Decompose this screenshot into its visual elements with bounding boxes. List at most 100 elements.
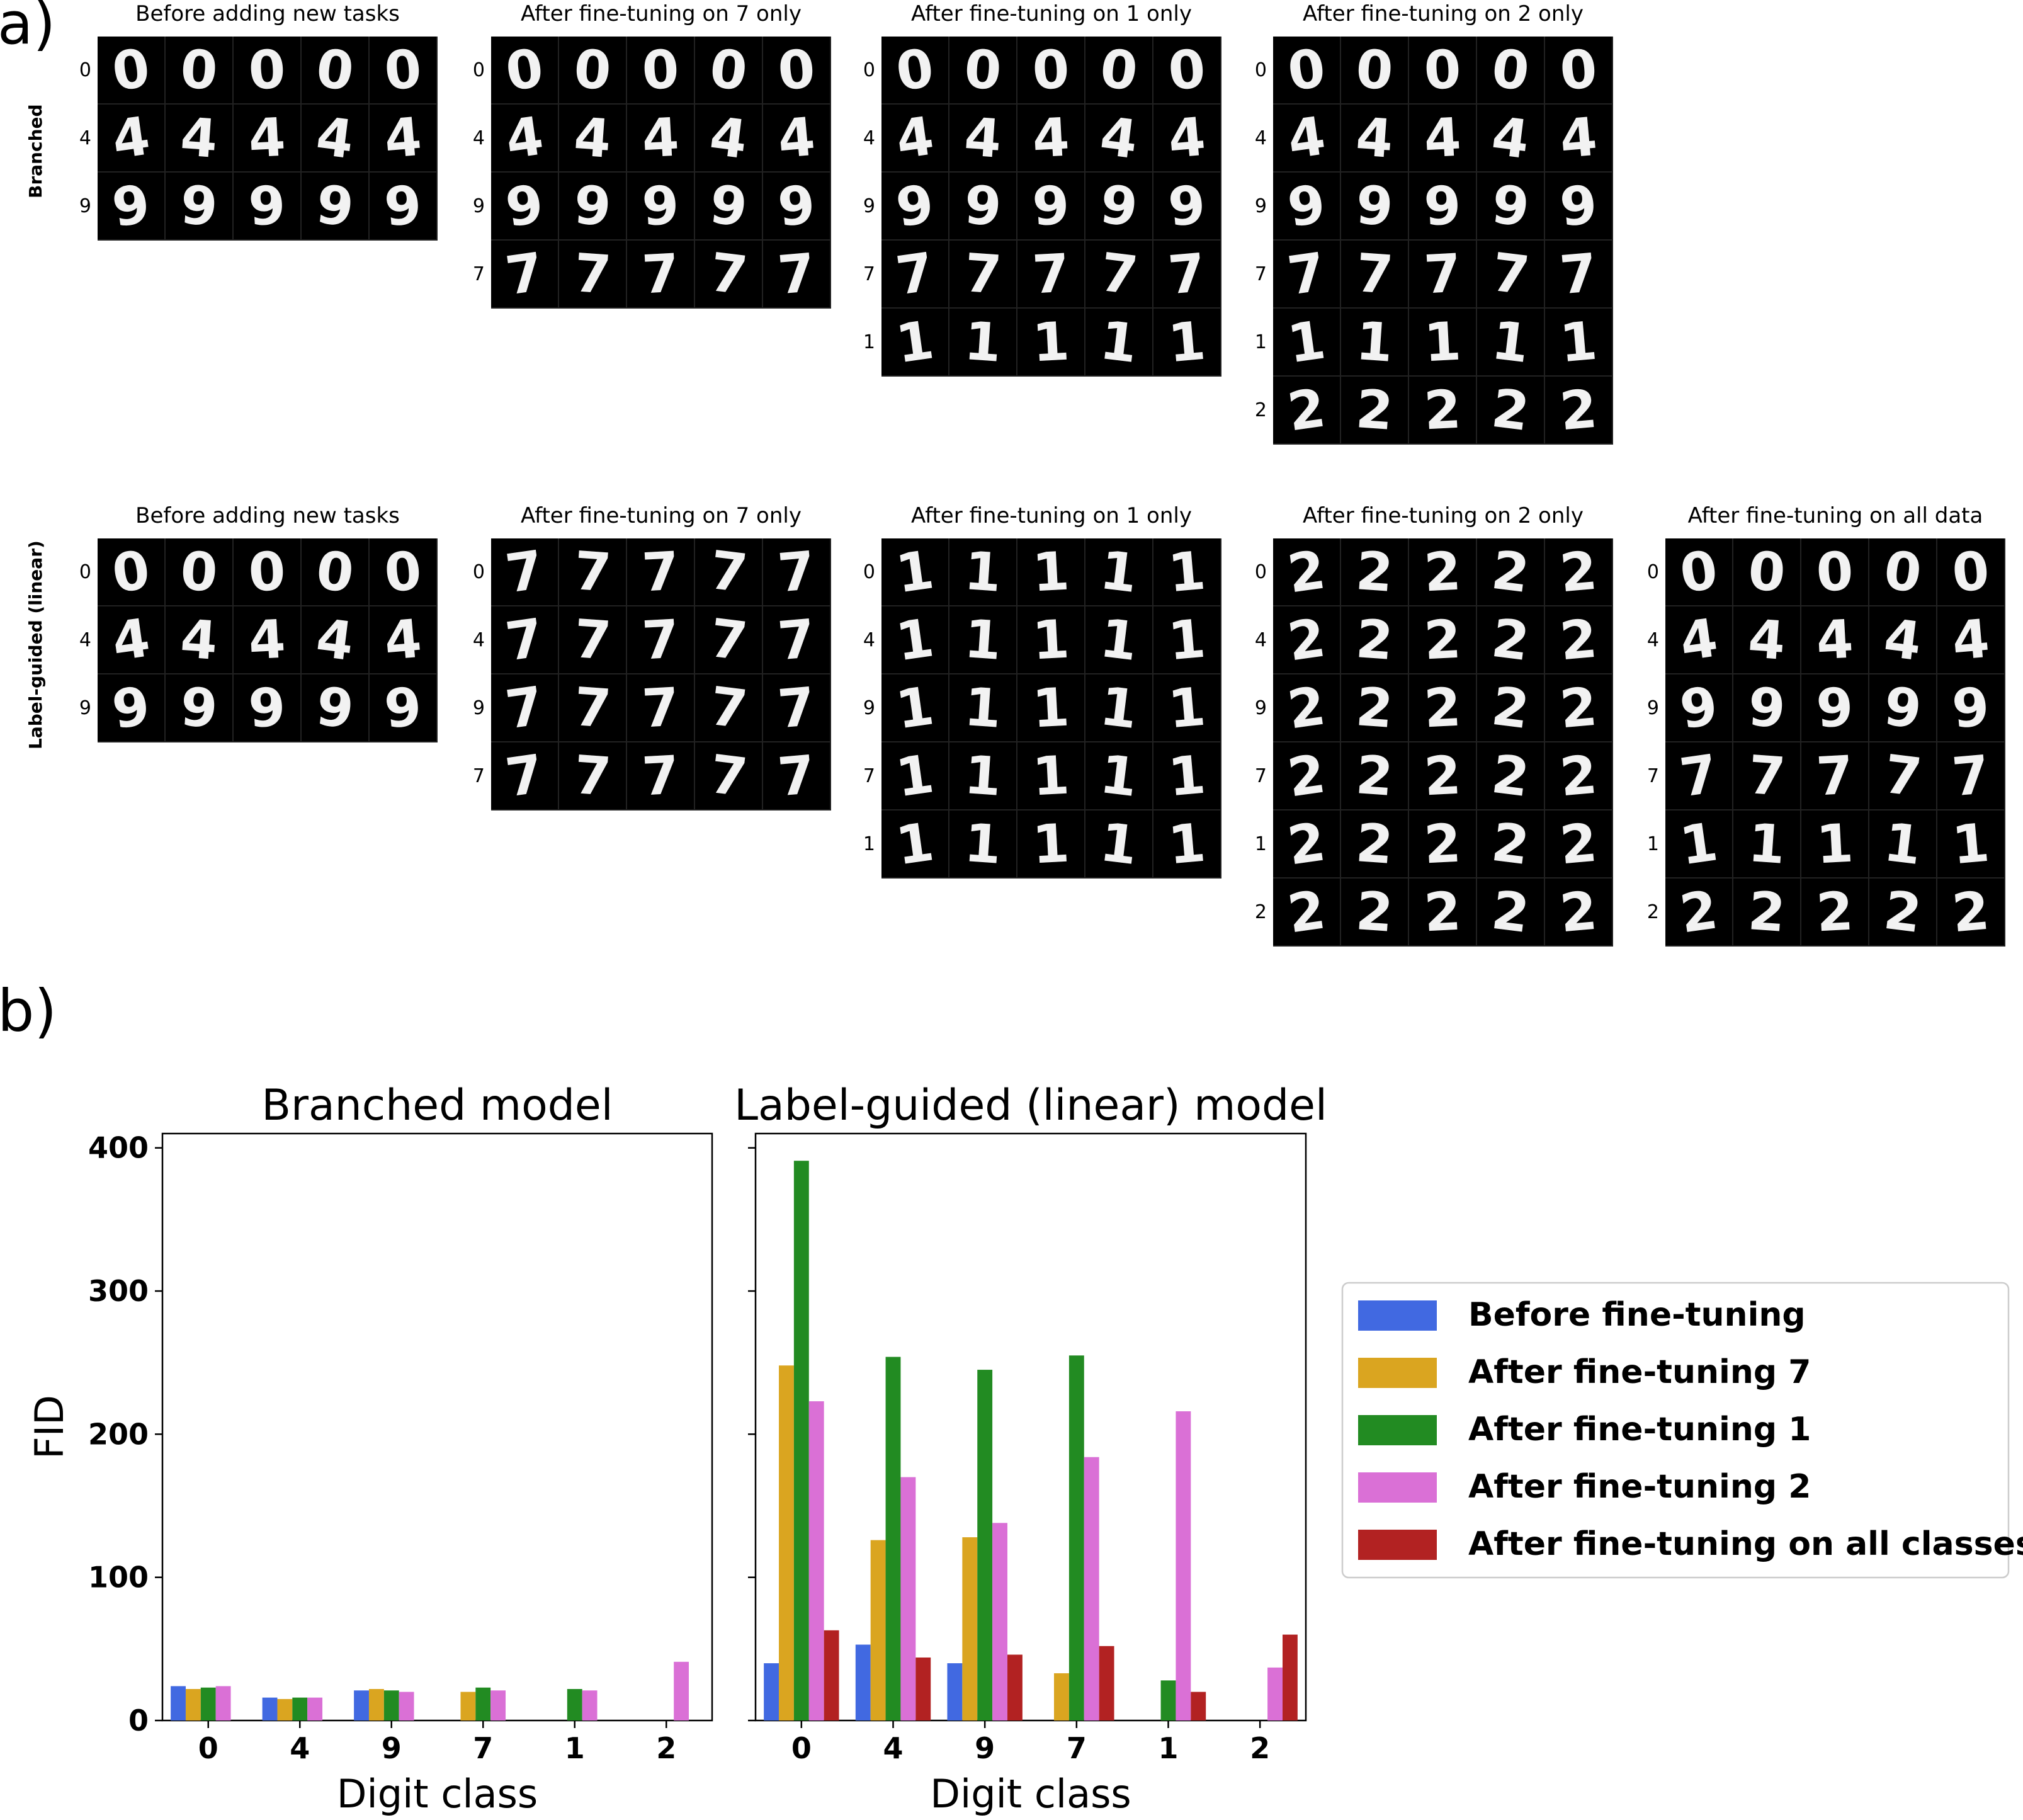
grid-row-digit-label: 9 [1646, 697, 1659, 719]
bar [1054, 1673, 1069, 1720]
generated-digit-sample: 4 [491, 105, 559, 173]
generated-digit-sample: 2 [1341, 674, 1409, 742]
generated-digit-sample: 0 [559, 37, 627, 105]
generated-digit-sample: 4 [166, 606, 234, 674]
grid-row-digit-label: 7 [863, 765, 875, 787]
bar [1176, 1411, 1191, 1720]
bar [582, 1690, 598, 1720]
grid-row-digit-label: 9 [1254, 697, 1267, 719]
generated-digit-sample: 2 [1477, 606, 1545, 674]
generated-digit-sample: 9 [98, 173, 166, 241]
bar [1160, 1680, 1176, 1720]
grid-row-digit-label: 4 [79, 127, 91, 149]
x-tick-label: 1 [565, 1731, 585, 1765]
generated-digit-sample: 7 [1085, 241, 1153, 309]
generated-digit-sample: 4 [370, 606, 438, 674]
grid-row-digit-label: 4 [79, 629, 91, 651]
grid-row-digit-label: 4 [472, 629, 485, 651]
generated-digit-sample: 0 [234, 538, 302, 606]
generated-digit-sample: 1 [1017, 309, 1085, 377]
generated-digit-sample: 0 [695, 37, 763, 105]
generated-digit-sample: 2 [1733, 879, 1801, 947]
generated-digit-sample: 7 [627, 241, 695, 309]
generated-digit-sample: 9 [1665, 674, 1733, 742]
generated-digit-sample: 1 [949, 742, 1017, 810]
bar [900, 1477, 916, 1720]
generated-digit-sample: 1 [881, 810, 949, 879]
generated-digit-sample: 1 [1085, 538, 1153, 606]
generated-digit-sample: 9 [1733, 674, 1801, 742]
generated-digit-sample: 1 [949, 309, 1017, 377]
generated-digit-sample: 9 [881, 173, 949, 241]
bar [779, 1365, 794, 1720]
x-tick-label: 1 [1158, 1731, 1178, 1765]
generated-digit-sample: 7 [763, 606, 831, 674]
sample-grid-title: After fine-tuning on 7 only [521, 1, 802, 26]
bar [915, 1657, 931, 1720]
generated-digit-sample: 7 [559, 538, 627, 606]
generated-digit-sample: 1 [949, 538, 1017, 606]
generated-digit-sample: 7 [559, 241, 627, 309]
generated-digit-sample: 7 [559, 742, 627, 810]
generated-digit-sample: 1 [1341, 309, 1409, 377]
generated-digit-sample: 9 [234, 173, 302, 241]
sample-grid: After fine-tuning on 7 only 7 7 7 7 7 7 7 7 7 7 7 7 7… [466, 501, 831, 810]
generated-digit-sample: 4 [1085, 105, 1153, 173]
generated-digit-sample: 2 [1341, 377, 1409, 445]
generated-digit-sample: 7 [1409, 241, 1477, 309]
generated-digit-sample: 1 [1409, 309, 1477, 377]
grid-row-digit-label: 4 [1254, 629, 1267, 651]
generated-digit-sample: 0 [234, 37, 302, 105]
grid-row-digit-label: 1 [1646, 833, 1659, 855]
generated-digit-sample: 2 [1477, 742, 1545, 810]
generated-digit-sample: 7 [695, 742, 763, 810]
generated-digit-sample: 7 [1153, 241, 1221, 309]
generated-digit-sample: 7 [695, 538, 763, 606]
generated-digit-sample: 0 [1869, 538, 1937, 606]
sample-grid: Before adding new tasks 0 0 0 0 0 4 4 4 4 4 9 9 9 9 9 0 4… [72, 0, 438, 241]
sample-grid-title: After fine-tuning on 2 only [1303, 1, 1584, 26]
generated-digit-sample: 2 [1341, 742, 1409, 810]
generated-digit-sample: 9 [491, 173, 559, 241]
plot-frame [754, 1132, 1307, 1722]
grid-row-digit-label: 2 [1646, 901, 1659, 923]
generated-digit-sample: 2 [1545, 377, 1613, 445]
bar [674, 1661, 689, 1720]
sample-grid-title: After fine-tuning on 2 only [1303, 503, 1584, 528]
grid-row-digit-label: 4 [1254, 127, 1267, 149]
generated-digit-sample: 0 [627, 37, 695, 105]
x-tick-label: 2 [656, 1731, 676, 1765]
generated-digit-sample: 2 [1273, 674, 1341, 742]
generated-digit-sample: 4 [1477, 105, 1545, 173]
generated-digit-sample: 4 [1017, 105, 1085, 173]
generated-digit-sample: 1 [1017, 606, 1085, 674]
grid-row-digit-label: 7 [1646, 765, 1659, 787]
grid-row-digit-label: 1 [863, 833, 875, 855]
legend-label: After fine-tuning 2 [1468, 1468, 1811, 1506]
bar [383, 1690, 399, 1720]
bar [1267, 1667, 1283, 1720]
generated-digit-sample: 2 [1273, 742, 1341, 810]
generated-digit-sample: 9 [370, 674, 438, 742]
sample-grid-title: After fine-tuning on 1 only [911, 503, 1192, 528]
panel-a-label: a) [0, 0, 56, 57]
generated-digit-sample: 7 [695, 241, 763, 309]
generated-digit-sample: 1 [881, 742, 949, 810]
sample-grid: After fine-tuning on 7 only 0 0 0 0 0 4 4 4 4 4 9 9 9… [466, 0, 831, 309]
generated-digit-sample: 1 [1017, 742, 1085, 810]
generated-digit-sample: 2 [1409, 674, 1477, 742]
generated-digit-sample: 9 [370, 173, 438, 241]
legend-swatch [1358, 1300, 1437, 1331]
generated-digit-sample: 7 [1017, 241, 1085, 309]
sample-grid-title: After fine-tuning on all data [1687, 503, 1983, 528]
grid-row-digit-label: 7 [863, 263, 875, 285]
generated-digit-sample: 4 [627, 105, 695, 173]
generated-digit-sample: 2 [1273, 377, 1341, 445]
bar [1084, 1457, 1099, 1720]
generated-digit-sample: 2 [1869, 879, 1937, 947]
y-axis-label: FID [26, 1395, 72, 1459]
